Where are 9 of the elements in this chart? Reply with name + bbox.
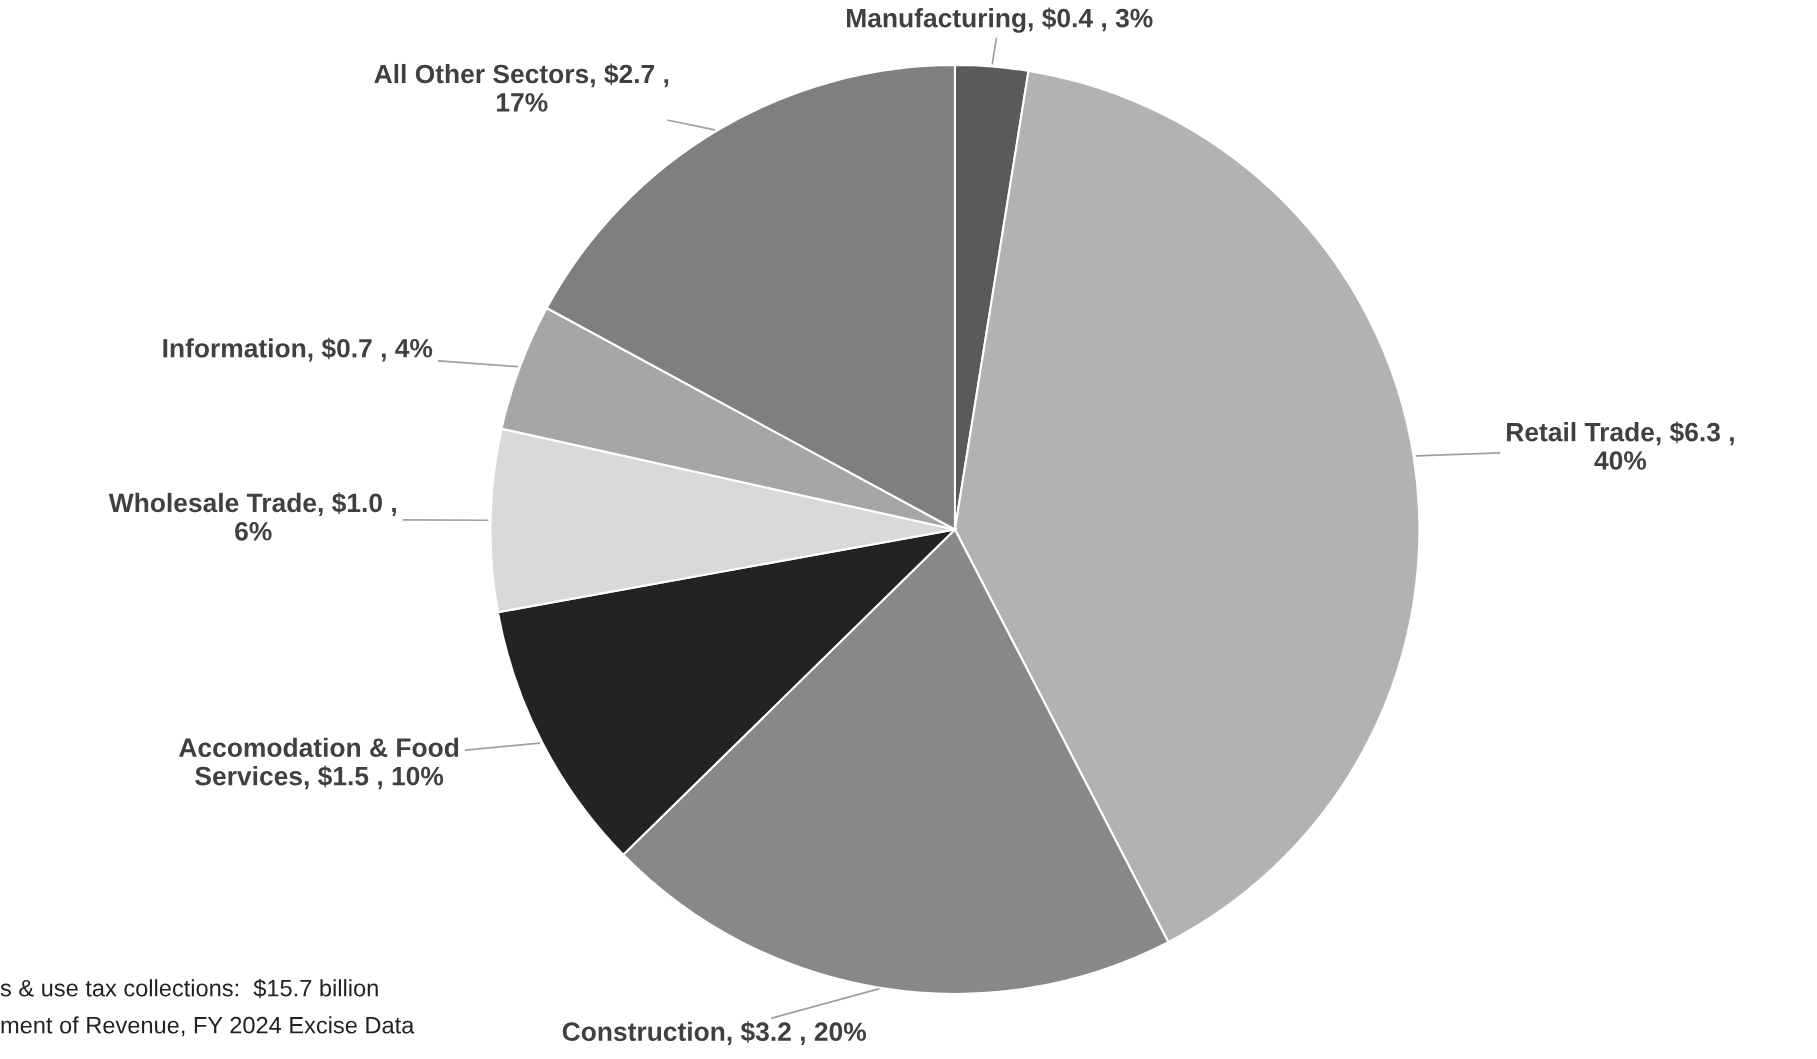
- text: ment of Revenue, FY 2024 Excise Data: [1, 1016, 415, 1037]
- slice-label: Information, $0.7 , 4%: [163, 337, 433, 362]
- slice-label: Accomodation & Food Services, $1.5 , 10%: [179, 737, 459, 790]
- slice-label: Wholesale Trade, $1.0 , 6%: [108, 492, 396, 541]
- slice-label: Manufacturing, $0.4 , 3%: [847, 7, 1153, 33]
- slice-label: Retail Trade, $6.3 , 40%: [1507, 421, 1734, 470]
- slice-label: All Other Sectors, $2.7 , 17%: [374, 63, 669, 112]
- slice-label: Construction, $3.2 , 20%: [562, 1021, 866, 1045]
- text: s & use tax collections: $15.7 billion: [0, 978, 378, 998]
